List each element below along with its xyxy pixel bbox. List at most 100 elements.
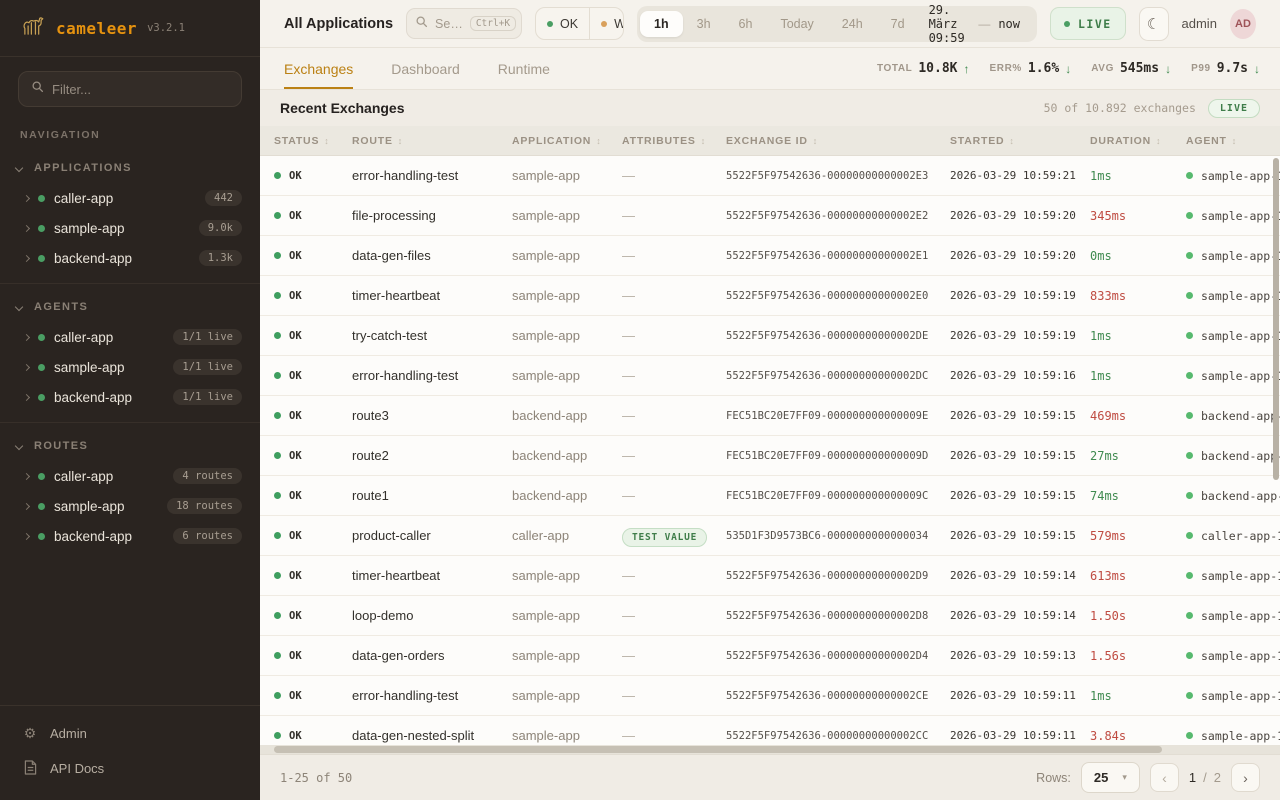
cell-duration: 833ms	[1090, 288, 1127, 303]
table-row[interactable]: OK data-gen-files sample-app — 5522F5F975426…	[260, 236, 1280, 276]
table-row[interactable]: OK try-catch-test sample-app — 5522F5F975426…	[260, 316, 1280, 356]
sidebar-item-badge: 4 routes	[173, 468, 242, 484]
cell-application: backend-app	[512, 488, 588, 503]
cell-exchange-id: 5522F5F97542636-00000000000002E3	[726, 169, 929, 182]
status-text: OK	[289, 649, 302, 662]
column-header-application[interactable]: APPLICATION ↕	[512, 135, 622, 147]
cell-exchange-id: 5522F5F97542636-00000000000002E2	[726, 209, 929, 222]
table-row[interactable]: OK data-gen-orders sample-app — 5522F5F97542…	[260, 636, 1280, 676]
rows-per-page-select[interactable]: 25 ▾	[1080, 762, 1140, 793]
column-header-attributes[interactable]: ATTRIBUTES ↕	[622, 135, 726, 147]
stat-total: TOTAL 10.8K ↑	[877, 61, 970, 76]
sidebar-item-label: caller-app	[54, 190, 114, 206]
column-label: STATUS	[274, 134, 320, 147]
avatar[interactable]: AD	[1229, 8, 1256, 39]
status-dot	[274, 732, 281, 739]
range-button-7d[interactable]: 7d	[877, 11, 919, 37]
cell-status: OK	[274, 450, 352, 462]
prev-page-button[interactable]: ‹	[1149, 763, 1179, 792]
table-row[interactable]: OK route1 backend-app — FEC51BC20E7FF09-0000…	[260, 476, 1280, 516]
section-label: ROUTES	[34, 440, 89, 452]
sidebar-item-admin[interactable]: ⚙ Admin	[0, 716, 260, 751]
column-header-route[interactable]: ROUTE ↕	[352, 135, 512, 147]
sidebar-item-label: sample-app	[54, 359, 125, 375]
table-row[interactable]: OK file-processing sample-app — 5522F5F97542…	[260, 196, 1280, 236]
sidebar-item-caller-app[interactable]: caller-app 442	[0, 183, 260, 213]
table-row[interactable]: OK timer-heartbeat sample-app — 5522F5F97542…	[260, 276, 1280, 316]
next-page-button[interactable]: ›	[1231, 763, 1260, 792]
table-row[interactable]: OK error-handling-test sample-app — 5522F5F9…	[260, 356, 1280, 396]
cell-route: error-handling-test	[352, 368, 459, 383]
range-button-3h[interactable]: 3h	[683, 11, 725, 37]
cell-attributes: —	[622, 728, 635, 743]
sidebar-item-sample-app[interactable]: sample-app 1/1 live	[0, 352, 260, 382]
sidebar-item-caller-app[interactable]: caller-app 4 routes	[0, 461, 260, 491]
sidebar-item-sample-app[interactable]: sample-app 9.0k	[0, 213, 260, 243]
exchange-count: 50 of 10.892 exchanges	[1043, 101, 1196, 115]
column-header-agent[interactable]: AGENT ↕	[1186, 135, 1280, 147]
status-text: OK	[289, 529, 302, 542]
range-button-1h[interactable]: 1h	[640, 10, 683, 37]
exchanges-table: STATUS ↕ ROUTE ↕ APPLICATION ↕ ATTRIBUTES ↕ EXCH…	[260, 126, 1280, 754]
agent-name: sample-app-1	[1201, 368, 1280, 383]
sidebar-item-sample-app[interactable]: sample-app 18 routes	[0, 491, 260, 521]
theme-toggle-button[interactable]: ☾	[1138, 6, 1169, 41]
horizontal-scrollbar[interactable]	[274, 746, 1162, 753]
status-filter-ok[interactable]: OK	[536, 8, 589, 39]
section-header-agents[interactable]: AGENTS	[0, 292, 260, 322]
column-header-exchange-id[interactable]: EXCHANGE ID ↕	[726, 135, 950, 147]
live-label: LIVE	[1078, 16, 1112, 31]
column-header-status[interactable]: STATUS ↕	[274, 135, 352, 147]
page-indicator: 1 / 2	[1189, 770, 1221, 785]
search-input[interactable]: Se… Ctrl+K	[406, 8, 523, 39]
cell-started: 2026-03-29 10:59:16	[950, 369, 1076, 382]
sidebar-footer-label: API Docs	[50, 761, 105, 776]
sidebar-item-api-docs[interactable]: API Docs	[0, 751, 260, 786]
range-button-today[interactable]: Today	[766, 11, 827, 37]
column-label: AGENT	[1186, 134, 1227, 147]
table-row[interactable]: OK loop-demo sample-app — 5522F5F97542636-00…	[260, 596, 1280, 636]
section-header-applications[interactable]: APPLICATIONS	[0, 153, 260, 183]
horizontal-scrollbar-track	[260, 745, 1280, 754]
sidebar-item-backend-app[interactable]: backend-app 1.3k	[0, 243, 260, 273]
status-text: OK	[289, 369, 302, 382]
table-row[interactable]: OK error-handling-test sample-app — 5522F5F9…	[260, 676, 1280, 716]
sidebar-item-backend-app[interactable]: backend-app 1/1 live	[0, 382, 260, 412]
section-header-routes[interactable]: ROUTES	[0, 431, 260, 461]
sidebar-item-backend-app[interactable]: backend-app 6 routes	[0, 521, 260, 551]
table-row[interactable]: OK error-handling-test sample-app — 5522F5F9…	[260, 156, 1280, 196]
live-dot	[1064, 20, 1070, 27]
section-label: APPLICATIONS	[34, 162, 132, 174]
cell-route: try-catch-test	[352, 328, 428, 343]
arrow-up-icon: ↑	[963, 61, 970, 76]
column-header-duration[interactable]: DURATION ↕	[1090, 135, 1186, 147]
live-toggle-button[interactable]: LIVE	[1050, 7, 1126, 40]
chevron-right-icon	[22, 254, 31, 262]
status-text: OK	[289, 409, 302, 422]
agent-name: sample-app-1	[1201, 208, 1280, 223]
column-header-started[interactable]: STARTED ↕	[950, 135, 1090, 147]
tab-dashboard[interactable]: Dashboard	[391, 60, 460, 77]
cell-application: sample-app	[512, 208, 580, 223]
sidebar-item-caller-app[interactable]: caller-app 1/1 live	[0, 322, 260, 352]
arrow-down-icon: ↓	[1065, 61, 1072, 76]
agent-name: backend-app-	[1201, 408, 1280, 423]
date-range-display[interactable]: 29. März 09:59 — now	[919, 3, 1034, 45]
tab-runtime[interactable]: Runtime	[497, 60, 550, 77]
tab-exchanges[interactable]: Exchanges	[284, 48, 354, 89]
range-button-24h[interactable]: 24h	[828, 11, 877, 37]
table-row[interactable]: OK timer-heartbeat sample-app — 5522F5F97542…	[260, 556, 1280, 596]
cell-route: data-gen-nested-split	[352, 728, 475, 743]
cell-started: 2026-03-29 10:59:13	[950, 649, 1076, 662]
table-row[interactable]: OK route2 backend-app — FEC51BC20E7FF09-0000…	[260, 436, 1280, 476]
table-row[interactable]: OK product-caller caller-app TEST VALUE 535D…	[260, 516, 1280, 556]
vertical-scrollbar[interactable]	[1273, 158, 1279, 480]
table-row[interactable]: OK route3 backend-app — FEC51BC20E7FF09-0000…	[260, 396, 1280, 436]
status-filter-wa[interactable]: Wa	[589, 8, 623, 39]
cell-duration: 1ms	[1090, 688, 1112, 703]
sidebar-item-badge: 18 routes	[167, 498, 242, 514]
filter-input-box[interactable]	[18, 71, 242, 107]
range-button-6h[interactable]: 6h	[725, 11, 767, 37]
status-filter-label: Wa	[614, 17, 623, 31]
filter-input[interactable]	[52, 81, 229, 97]
